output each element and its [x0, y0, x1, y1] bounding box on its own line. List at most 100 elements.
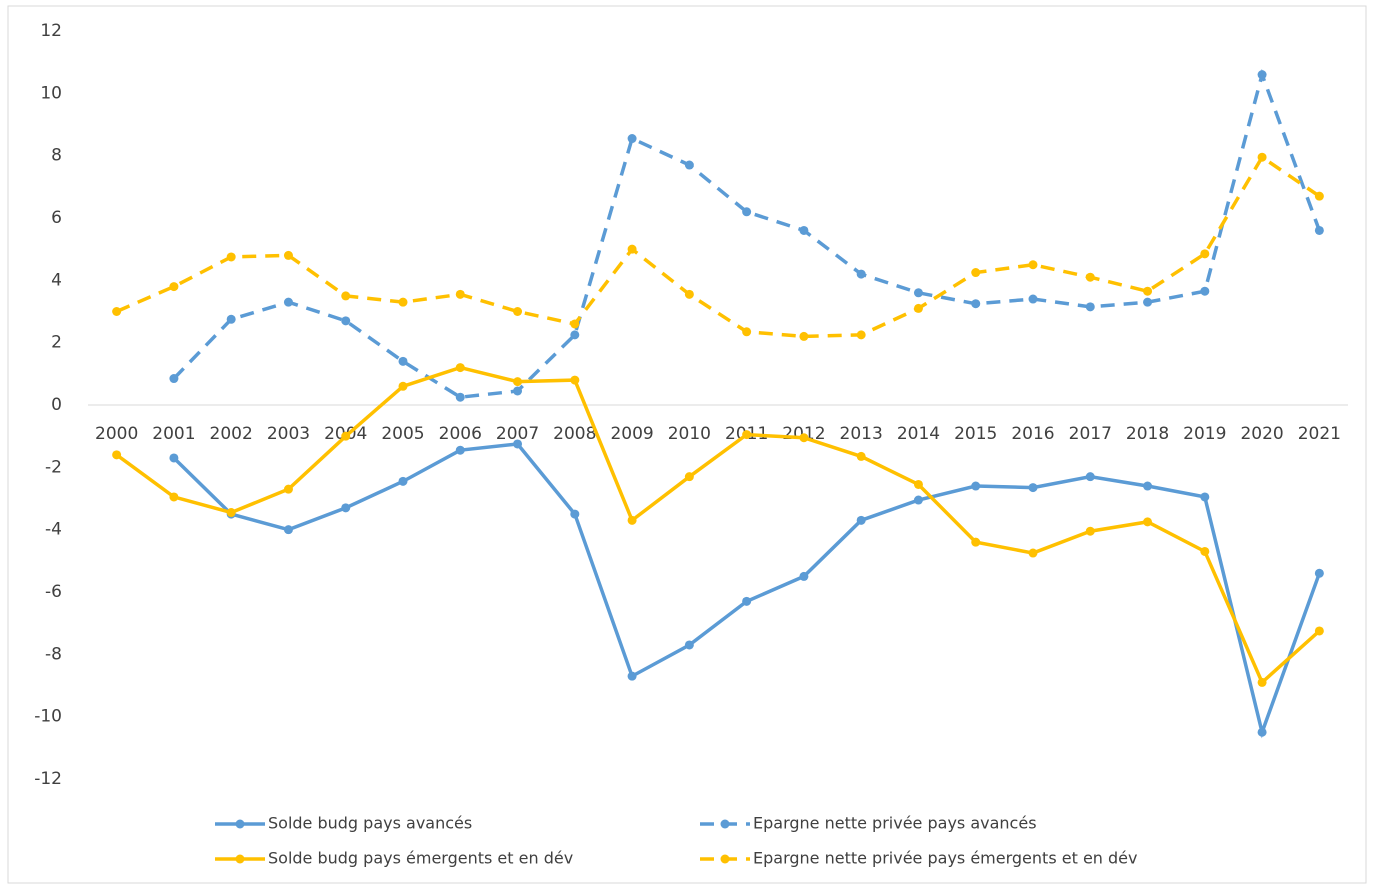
x-tick-label: 2008 — [553, 424, 596, 444]
data-point — [971, 299, 981, 309]
data-point — [1028, 294, 1038, 304]
data-point — [283, 250, 293, 260]
y-tick-label: -12 — [34, 769, 62, 789]
legend-marker — [235, 819, 245, 829]
y-tick-label: 0 — [51, 395, 62, 415]
legend-label: Solde budg pays avancés — [268, 814, 472, 833]
data-point — [283, 525, 293, 535]
data-point — [1143, 517, 1153, 527]
data-point — [1257, 677, 1267, 687]
data-point — [1200, 286, 1210, 296]
data-point — [742, 596, 752, 606]
y-tick-label: 2 — [51, 333, 62, 353]
y-tick-label: -8 — [45, 644, 62, 664]
data-point — [856, 330, 866, 340]
x-tick-label: 2009 — [610, 424, 653, 444]
data-point — [913, 479, 923, 489]
data-point — [513, 377, 523, 387]
x-tick-label: 2020 — [1240, 424, 1283, 444]
data-point — [570, 509, 580, 519]
data-point — [627, 134, 637, 144]
data-point — [398, 297, 408, 307]
data-point — [283, 484, 293, 494]
x-tick-label: 2000 — [95, 424, 138, 444]
y-tick-label: -2 — [45, 457, 62, 477]
data-point — [799, 571, 809, 581]
legend-label: Epargne nette privée pays avancés — [753, 814, 1037, 833]
data-point — [684, 640, 694, 650]
data-point — [971, 481, 981, 491]
x-tick-label: 2016 — [1011, 424, 1054, 444]
series-line — [115, 154, 1321, 339]
data-point — [112, 450, 122, 460]
legend-marker — [720, 854, 730, 864]
data-point — [341, 316, 351, 326]
data-point — [1085, 526, 1095, 536]
data-point — [971, 268, 981, 278]
data-point — [455, 289, 465, 299]
data-point — [570, 319, 580, 329]
x-tick-label: 2007 — [496, 424, 539, 444]
y-tick-label: -4 — [45, 520, 62, 540]
data-point — [513, 439, 523, 449]
data-point — [513, 307, 523, 316]
data-point — [455, 363, 465, 373]
x-tick-label: 2010 — [668, 424, 711, 444]
data-point — [1085, 302, 1095, 312]
x-tick-label: 2001 — [152, 424, 195, 444]
data-point — [112, 307, 122, 316]
x-tick-label: 2018 — [1126, 424, 1169, 444]
x-tick-label: 2019 — [1183, 424, 1226, 444]
data-point — [913, 288, 923, 298]
data-point — [226, 314, 236, 324]
data-point — [799, 433, 809, 443]
data-point — [1314, 191, 1324, 201]
data-point — [1200, 492, 1210, 502]
data-point — [1200, 249, 1210, 259]
data-point — [169, 282, 179, 292]
y-tick-label: 4 — [51, 270, 62, 290]
data-point — [1085, 272, 1095, 282]
data-point — [684, 472, 694, 482]
data-point — [742, 430, 752, 440]
data-point — [856, 269, 866, 279]
data-point — [570, 375, 580, 385]
data-point — [1314, 225, 1324, 235]
data-point — [742, 327, 752, 337]
data-point — [856, 451, 866, 461]
x-tick-label: 2015 — [954, 424, 997, 444]
data-point — [1200, 546, 1210, 556]
data-point — [856, 515, 866, 525]
data-point — [1314, 626, 1324, 636]
legend-label: Epargne nette privée pays émergents et e… — [753, 849, 1137, 868]
data-point — [455, 392, 465, 402]
x-tick-label: 2006 — [439, 424, 482, 444]
data-point — [1028, 260, 1038, 270]
data-point — [799, 225, 809, 235]
series-line — [115, 365, 1321, 686]
x-tick-label: 2013 — [840, 424, 883, 444]
data-point — [799, 331, 809, 341]
y-tick-label: -6 — [45, 582, 62, 602]
data-point — [1143, 286, 1153, 296]
data-point — [1257, 70, 1267, 80]
x-tick-label: 2017 — [1069, 424, 1112, 444]
x-tick-label: 2014 — [897, 424, 940, 444]
legend-marker — [235, 854, 245, 864]
data-point — [913, 303, 923, 313]
data-point — [283, 297, 293, 307]
data-point — [1028, 548, 1038, 558]
data-point — [684, 160, 694, 170]
data-point — [169, 492, 179, 502]
legend-label: Solde budg pays émergents et en dév — [268, 849, 573, 868]
data-point — [341, 291, 351, 301]
x-tick-label: 2003 — [267, 424, 310, 444]
data-point — [169, 453, 179, 463]
y-tick-label: -10 — [34, 707, 62, 727]
data-point — [627, 244, 637, 254]
y-tick-label: 8 — [51, 146, 62, 166]
data-point — [971, 537, 981, 547]
data-point — [1257, 727, 1267, 737]
data-point — [570, 330, 580, 340]
data-point — [398, 381, 408, 391]
